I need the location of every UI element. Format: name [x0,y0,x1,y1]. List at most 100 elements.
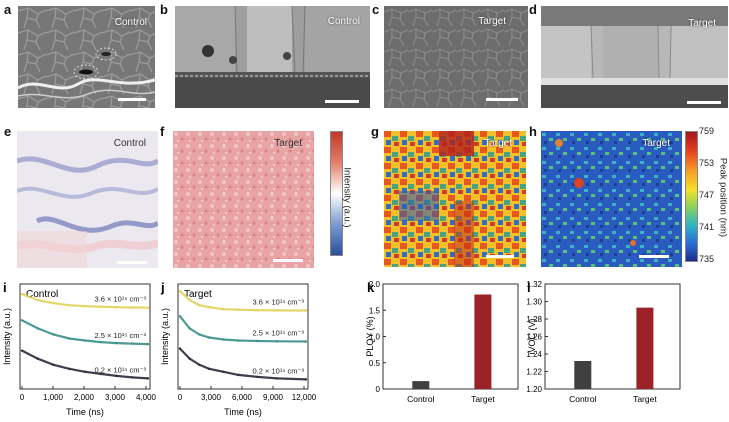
scale-bar [687,101,721,104]
chart-title: Target [184,289,212,300]
data-point [131,376,134,379]
y-tick-label: 1.22 [526,368,542,377]
data-point [222,338,225,341]
panel-letter-j: j [160,280,165,295]
panel-letter-g: g [371,124,379,139]
intensity-map-texture [17,131,158,268]
plot-frame [177,283,309,390]
series-legend-label: 3.6 × 10¹⁵ cm⁻³ [95,295,147,304]
scale-bar [639,255,669,258]
plot-frame [382,283,519,390]
x-tick-label: 1,000 [43,393,64,402]
x-category-label: Control [569,394,597,404]
charts-area: i Intensity (a.u.) Control Time (ns) 0 1,000 2… [2,280,681,417]
data-point [222,308,225,311]
scale-bar [325,100,359,103]
y-tick-label: 1.26 [526,333,542,342]
peak-tick: 753 [699,158,715,168]
data-point [115,374,118,378]
data-point [146,377,150,380]
sem-image-d: Target [541,6,728,108]
data-point [20,292,24,296]
data-point [304,378,308,381]
peak-map-h: Target [541,131,682,267]
data-point [198,363,201,366]
data-point [115,306,118,309]
series-legend-label: 0.2 × 10¹⁵ cm⁻³ [253,366,305,375]
data-point [236,339,240,342]
data-point [83,370,87,374]
series-legend-label: 2.5 × 10¹⁵ cm⁻³ [253,329,305,338]
sem-image-a: Control [18,6,155,108]
plot-frame [19,283,151,390]
peak-tick: 747 [699,190,715,200]
data-point [275,377,279,380]
panel-letter-i: i [3,280,7,295]
y-tick-label: 2.0 [369,280,381,289]
intensity-colorbar [330,131,343,256]
data-point [68,303,71,307]
data-point [52,333,55,336]
scale-bar [117,261,147,264]
data-point [236,373,240,377]
y-axis-label: PLQY (%) [365,316,375,356]
data-point [256,339,259,343]
panel-letter-l: l [527,280,531,295]
y-axis-label: iVOC (V) [527,318,537,354]
cross-section-texture [175,6,370,108]
y-tick-label: 1.0 [369,333,381,342]
y-axis-label: Intensity (a.u.) [2,308,12,365]
data-point [83,305,87,308]
x-tick-label: 2,000 [74,393,95,402]
data-point [68,367,71,371]
scale-bar [486,255,514,258]
y-axis-label: Intensity (a.u.) [160,308,170,365]
peak-tick: 741 [699,222,715,232]
peak-map-g: Target [384,131,526,267]
y-tick-label: 1.20 [526,385,542,394]
data-point [207,367,211,371]
panel-d-label: Target [688,18,716,29]
sem-image-c: Target [384,6,528,108]
data-point [304,309,308,312]
data-point [36,327,39,330]
data-point [188,327,191,330]
peak-colorbar-label: Peak position (nm) [717,157,729,238]
bar-control [412,381,430,389]
x-tick-label: 0 [20,393,25,402]
pl-map-f: Target [173,131,314,268]
scale-bar [486,98,518,101]
x-tick-label: 6,000 [232,393,253,402]
y-tick-label: 1.30 [526,298,542,307]
data-point [20,349,24,352]
peak-tick: 759 [699,126,715,136]
data-point [207,306,211,309]
cross-section-texture [541,6,728,108]
data-point [188,298,191,302]
series-legend-label: 0.2 × 10¹⁵ cm⁻³ [95,365,147,374]
data-point [36,357,39,360]
data-point [146,342,150,346]
bar-target [474,294,492,389]
grain-texture [384,6,528,108]
panel-letter-d: d [529,2,537,17]
chart-title: Control [26,289,58,300]
data-point [275,309,279,312]
data-point [52,301,55,305]
panel-letter-a: a [4,2,12,17]
x-tick-label: 3,000 [201,393,222,402]
intensity-colorbar-label: Intensity (a.u.) [341,167,353,228]
data-point [275,340,279,343]
series-legend-label: 3.6 × 10¹⁵ cm⁻³ [253,298,305,307]
data-point [198,333,201,336]
data-point [115,341,118,345]
data-point [222,370,225,374]
panel-g-label: Target [484,138,512,149]
peak-tick: 735 [699,254,715,264]
data-point [68,337,71,340]
x-tick-label: 12,000 [292,393,317,402]
peak-map-texture [384,131,526,267]
x-tick-label: 3,000 [105,393,126,402]
data-point [198,303,201,307]
y-tick-label: 1.28 [526,315,542,324]
